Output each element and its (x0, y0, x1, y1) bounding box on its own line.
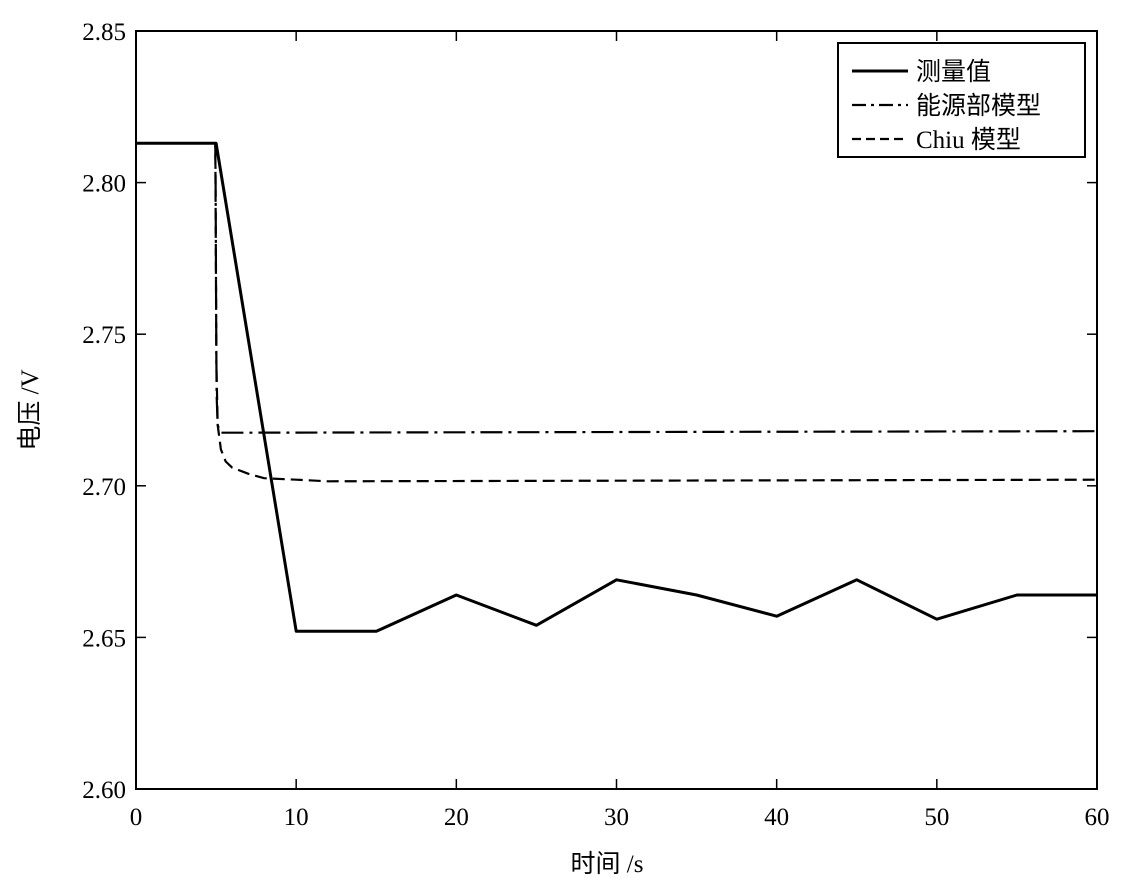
x-tick-label: 0 (130, 804, 143, 831)
series-group (136, 141, 1098, 633)
series-line-1 (136, 141, 1097, 633)
y-tick-label: 2.60 (82, 777, 126, 804)
y-tick-label: 2.75 (82, 322, 126, 349)
series-line-2 (136, 142, 1098, 434)
x-tick-label: 50 (924, 804, 949, 831)
x-tick-label: 10 (284, 804, 309, 831)
x-tick-label: 20 (444, 804, 469, 831)
x-tick-label: 60 (1085, 804, 1110, 831)
legend-label-3: Chiu 模型 (916, 126, 1021, 154)
x-tick-label: 30 (604, 804, 629, 831)
tick-group: 0 10 20 30 40 50 60 2.60 2.65 2.70 2.75 2.80 2.85 (82, 19, 1109, 831)
y-axis-title: 电压 /V (16, 369, 44, 450)
y-tick-label: 2.80 (82, 171, 126, 198)
y-tick-label: 2.70 (82, 474, 126, 501)
legend-label-2: 能源部模型 (916, 92, 1041, 120)
legend-box (837, 42, 1086, 158)
y-tick-label: 2.65 (82, 625, 126, 652)
series-line-3 (136, 142, 1098, 483)
legend-label-1: 测量值 (916, 58, 991, 86)
y-tick-label: 2.85 (82, 19, 126, 46)
x-axis-title: 时间 /s (571, 850, 644, 878)
x-tick-label: 40 (764, 804, 789, 831)
